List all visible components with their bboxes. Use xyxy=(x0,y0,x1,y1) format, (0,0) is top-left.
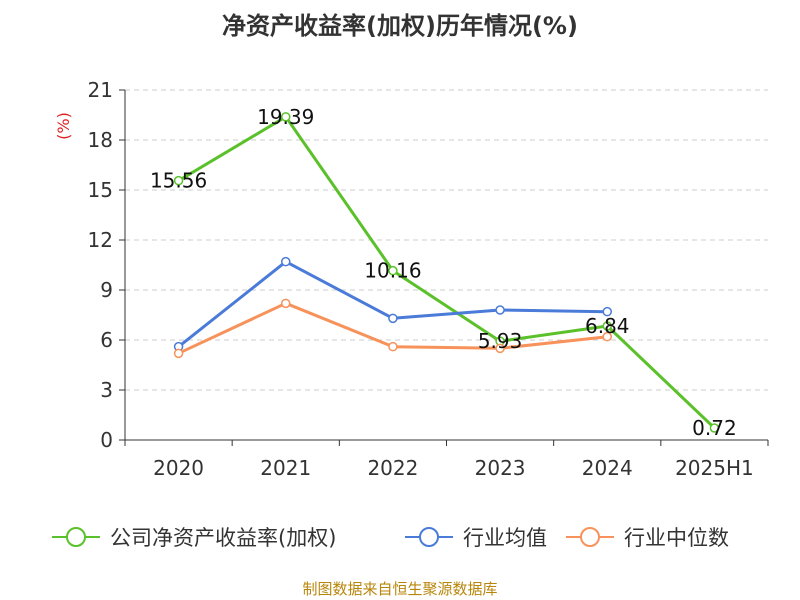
data-point xyxy=(602,321,612,331)
data-point xyxy=(388,265,398,276)
y-tick-label: 6 xyxy=(100,328,113,352)
x-tick-label: 2024 xyxy=(582,456,633,480)
legend-label: 行业中位数 xyxy=(624,526,729,550)
y-tick-label: 0 xyxy=(100,428,113,452)
data-point xyxy=(388,341,398,352)
data-point xyxy=(173,175,184,186)
x-tick-label: 2025H1 xyxy=(675,456,754,480)
legend-label: 公司净资产收益率(加权) xyxy=(110,526,336,550)
series-lines xyxy=(173,112,720,433)
x-tick-label: 2020 xyxy=(153,456,204,480)
x-tick-label: 2021 xyxy=(260,456,311,480)
data-point xyxy=(495,305,505,315)
y-tick-label: 18 xyxy=(88,128,113,152)
y-axis-label: (%) xyxy=(54,112,73,140)
data-point xyxy=(281,256,291,267)
data-label: 10.16 xyxy=(364,259,421,283)
data-point xyxy=(709,423,720,433)
grid-lines xyxy=(125,89,768,391)
data-point xyxy=(495,343,505,354)
y-tick-label: 3 xyxy=(100,378,113,402)
x-tick-label: 2022 xyxy=(367,456,418,480)
data-point xyxy=(602,331,612,342)
legend-marker-icon xyxy=(580,527,600,547)
data-label: 15.56 xyxy=(150,169,207,193)
data-point xyxy=(388,313,398,324)
legend: 公司净资产收益率(加权) 行业均值 行业中位数 xyxy=(52,526,729,550)
data-point xyxy=(281,112,291,122)
data-label: 19.39 xyxy=(257,105,314,129)
data-point xyxy=(173,348,184,359)
source-note: 制图数据来自恒生聚源数据库 xyxy=(302,580,498,598)
data-label: 5.93 xyxy=(478,329,523,353)
data-label: 6.84 xyxy=(585,314,630,338)
legend-label: 行业均值 xyxy=(463,526,547,550)
y-tick-label: 12 xyxy=(88,228,113,252)
chart-title: 净资产收益率(加权)历年情况(%) xyxy=(222,12,578,40)
y-tick-label: 15 xyxy=(88,178,113,202)
x-tick-label: 2023 xyxy=(475,456,526,480)
y-tick-label: 21 xyxy=(88,78,113,102)
legend-marker-icon xyxy=(66,527,86,547)
series-line-0 xyxy=(177,115,716,430)
data-point xyxy=(281,298,291,309)
legend-marker-icon xyxy=(419,527,439,547)
axes: 0 3 6 9 12 15 18 21 2020 2021 2022 2023 2024 2025H1 (%… xyxy=(54,78,769,480)
data-point xyxy=(602,306,612,317)
data-label: 0.72 xyxy=(692,416,737,440)
data-labels: 15.56 19.39 10.16 5.93 6.84 0.72 xyxy=(150,105,737,440)
y-tick-label: 9 xyxy=(100,278,113,302)
